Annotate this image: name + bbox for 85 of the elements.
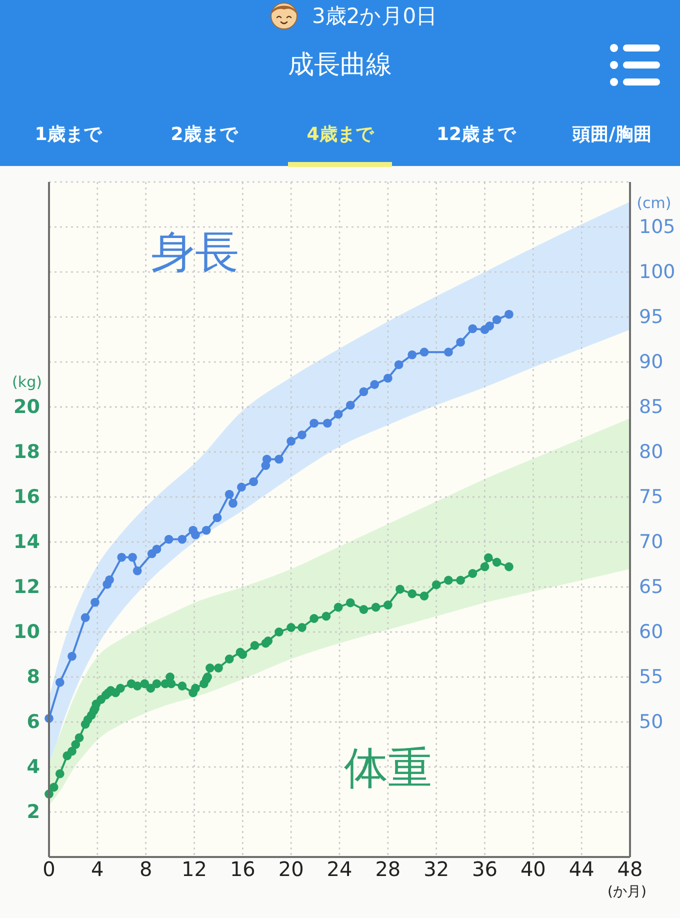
y-tick-label: 6 [26,711,40,734]
y2-tick-label: 85 [639,396,664,418]
point [286,436,296,446]
point [262,454,272,464]
point [298,430,306,440]
y2-tick-label: 75 [639,486,664,508]
point [274,454,284,464]
point [202,526,211,535]
y2-tick-label: 100 [639,261,676,284]
x-axis-title: (か月) [608,884,646,900]
y2-tick-label: 105 [639,216,676,238]
x-tick-label: 4 [91,857,104,882]
y-tick-label: 12 [14,576,40,598]
y-tick-label: 10 [14,621,40,644]
x-tick-label: 0 [42,857,56,882]
x-tick-label: 8 [139,857,152,882]
point [191,530,200,540]
y2-tick-label: 50 [639,711,664,734]
point [420,348,429,357]
point [346,400,355,410]
point [228,498,238,508]
x-tick-label: 16 [230,857,256,882]
point [504,310,514,319]
point [359,387,368,396]
point [237,482,246,492]
point [132,566,142,576]
x-tick-label: 40 [520,857,546,882]
y-tick-label: 18 [14,441,40,464]
y-axis-title: (kg) [12,373,42,391]
point [105,575,114,584]
y-tick-label: 4 [26,756,40,778]
x-tick-label: 44 [568,857,594,882]
x-tick-label: 20 [278,857,304,882]
y2-tick-label: 55 [639,666,664,688]
x-tick-label: 12 [182,857,207,882]
point [444,348,453,357]
x-tick-label: 48 [617,857,643,882]
point [249,477,258,486]
y-tick-label: 8 [26,666,40,688]
point [468,324,478,334]
y-tick-label: 16 [14,486,40,508]
y-tick-label: 2 [26,801,40,824]
point [224,490,234,499]
x-tick-label: 32 [424,857,450,882]
y2-tick-label: 80 [639,441,664,464]
point [212,513,222,522]
point [492,315,502,324]
point [485,322,494,330]
chart-subtitle: 3歳2か月0日 [312,4,438,28]
point [310,418,319,428]
x-tick-label: 24 [326,857,352,882]
x-tick-label: 28 [375,857,401,882]
y2-tick-label: 95 [639,306,664,328]
y-tick-label: 14 [14,531,40,554]
text: 12歳まで [436,124,517,144]
y2-tick-label: 65 [639,576,664,598]
y2-tick-label: 70 [639,531,664,554]
point [164,534,174,544]
text: 頭囲/胸囲 [572,124,652,144]
point [80,613,90,622]
point [128,552,137,562]
y2-tick-label: 60 [639,621,664,644]
x-tick-label: 36 [472,857,498,882]
text: 体重 [344,742,432,794]
point [370,380,380,389]
point [334,410,343,419]
y2-axis-title: (cm) [636,194,672,212]
point [152,544,162,554]
point [408,350,417,360]
point [394,360,404,370]
text: 4歳まで [306,124,374,144]
point [383,374,392,383]
y2-tick-label: 90 [639,351,664,374]
chart-title: 成長曲線 [288,50,392,80]
point [55,678,64,687]
point [178,534,187,544]
text: 2歳まで [170,124,238,144]
point [90,598,100,607]
text: 身長 [151,226,239,278]
point [68,652,76,661]
text: 1歳まで [34,124,102,144]
point [117,552,126,562]
point [456,338,465,347]
point [322,418,332,428]
y-tick-label: 20 [14,396,40,418]
